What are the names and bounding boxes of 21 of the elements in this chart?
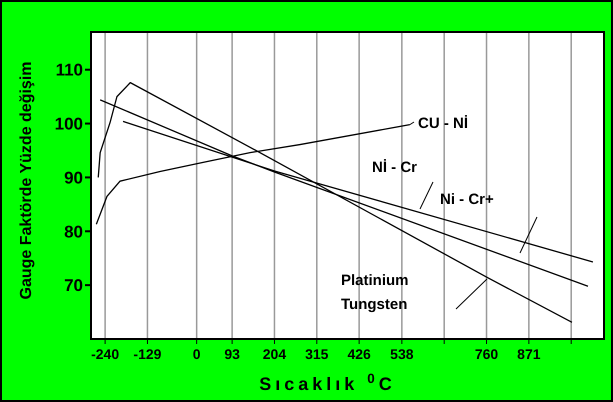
x-tick-label: -240 [91, 346, 120, 362]
x-tick-label: 426 [347, 346, 372, 362]
y-tick-label: 90 [64, 168, 83, 188]
y-tick-label: 100 [54, 114, 83, 134]
x-tick-label: 315 [305, 346, 329, 362]
x-axis-title: Sıcaklık $^{0}$C [259, 370, 396, 394]
text: Platinium Tungsten [341, 272, 409, 313]
x-tick-label: 760 [474, 346, 498, 362]
y-axis-title: Gauge Faktörde Yüzde değişim [18, 62, 35, 300]
y-tick-label: 70 [64, 276, 83, 296]
x-tick-label: 871 [517, 346, 541, 362]
legend-label: Ni - Cr+ [440, 191, 494, 208]
x-tick-label: 204 [262, 346, 286, 362]
series-label: Nİ - Cr [372, 159, 418, 176]
y-tick-label: 80 [64, 222, 83, 242]
legend-label: CU - Nİ [418, 115, 468, 132]
y-tick-label: 110 [56, 60, 83, 80]
x-tick-label: -129 [133, 346, 162, 362]
x-tick-label: 0 [192, 346, 201, 362]
x-tick-label: 93 [224, 346, 240, 362]
x-tick-label: 538 [390, 346, 414, 362]
